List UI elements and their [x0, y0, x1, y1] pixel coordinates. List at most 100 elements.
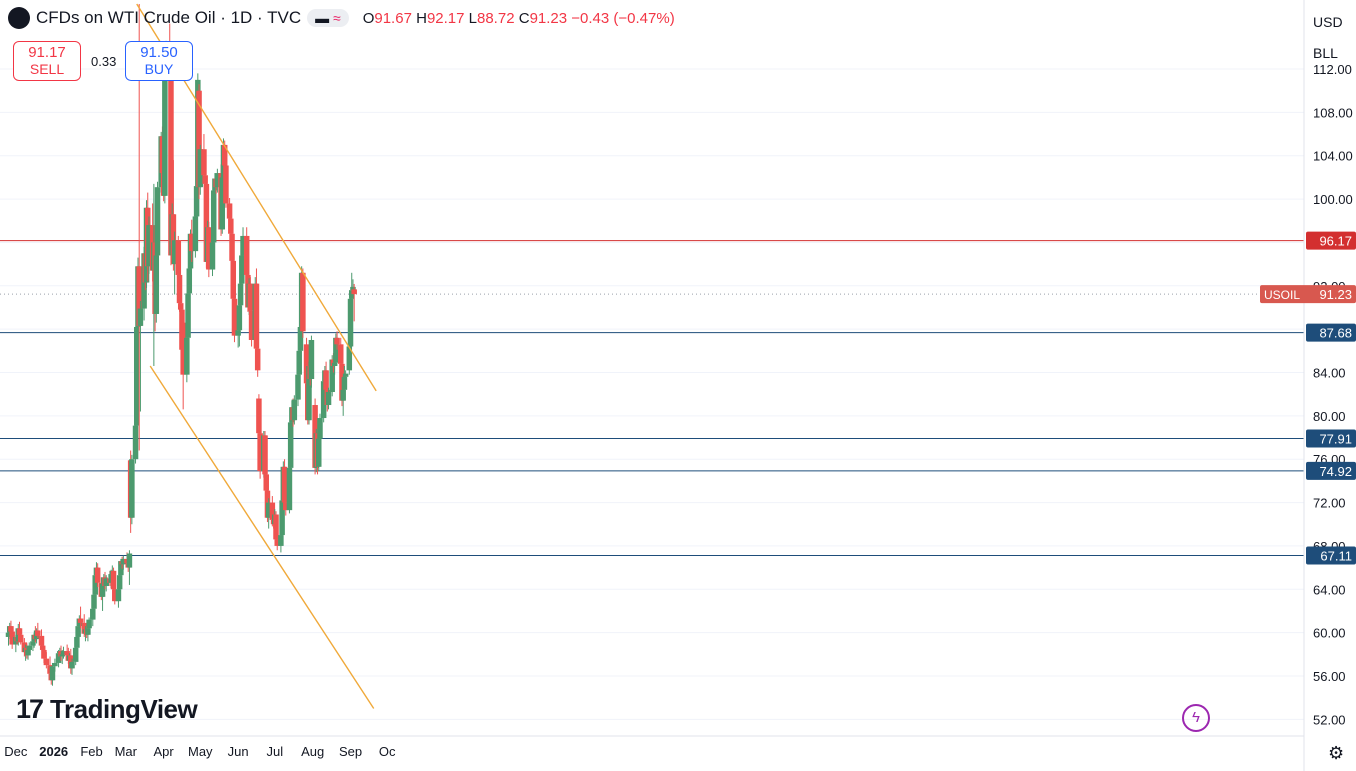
- spread-value: 0.33: [91, 54, 117, 69]
- candle-body: [120, 558, 127, 565]
- candle-body: [256, 398, 262, 434]
- candle-body: [25, 649, 31, 656]
- candle-body: [325, 392, 332, 406]
- chart-grid: [0, 68, 1304, 720]
- price-tick-label: 64.00: [1313, 582, 1346, 597]
- candle-body: [136, 266, 142, 326]
- time-axis[interactable]: Dec 2026 Feb Mar Apr May Jun Jul Aug Sep Oc: [4, 744, 396, 759]
- level-tag: [1306, 323, 1356, 342]
- candle-body: [329, 359, 335, 393]
- candle-body: [210, 190, 217, 243]
- flash-icon[interactable]: ϟ: [1182, 704, 1210, 732]
- candle-body: [297, 326, 304, 351]
- candle-body: [239, 255, 245, 284]
- time-tick-label: Mar: [115, 744, 138, 759]
- candle-body: [168, 76, 174, 256]
- candle-body: [287, 422, 294, 468]
- level-tag-label: 74.92: [1319, 464, 1352, 479]
- level-tag: [1306, 231, 1356, 250]
- price-tick-label: 60.00: [1313, 626, 1346, 641]
- candle-body: [196, 90, 202, 188]
- sell-button[interactable]: 91.17 SELL: [13, 41, 81, 81]
- candle-body: [254, 348, 261, 371]
- candle-body: [52, 662, 58, 667]
- trendline: [149, 365, 375, 709]
- candle-body: [230, 260, 237, 299]
- candle-body: [110, 570, 117, 590]
- gear-icon[interactable]: ⚙: [1328, 743, 1345, 763]
- candle-body: [247, 283, 254, 311]
- candles: [5, 4, 357, 686]
- candle-body: [263, 474, 269, 491]
- wave-icon[interactable]: ▬ ≈: [307, 9, 349, 27]
- candle-body: [257, 433, 263, 472]
- candle-body: [206, 227, 212, 270]
- horizontal-levels: [0, 240, 1304, 557]
- close-value: 91.23: [529, 9, 568, 27]
- candle-body: [351, 289, 357, 295]
- tradingview-logo[interactable]: 17 TradingView: [16, 694, 198, 725]
- candle-body: [184, 337, 190, 375]
- candle-body: [347, 298, 354, 347]
- price-tick-label: 108.00: [1313, 105, 1353, 120]
- candle-body: [306, 366, 312, 421]
- candle-body: [323, 370, 329, 390]
- symbol-tag: [1260, 285, 1356, 304]
- candle-body: [134, 326, 140, 426]
- candle-body: [273, 514, 279, 540]
- candle-body: [8, 626, 14, 632]
- candle-body: [300, 272, 306, 332]
- unit-button[interactable]: BLL: [1313, 45, 1338, 61]
- symbol-logo-icon[interactable]: [8, 7, 30, 29]
- candle-body: [350, 286, 356, 291]
- candle-body: [303, 344, 310, 384]
- candle-body: [286, 467, 293, 511]
- price-tick-label: 56.00: [1313, 669, 1346, 684]
- candle-body: [175, 240, 182, 275]
- candle-body: [202, 175, 208, 184]
- candle-body: [229, 233, 235, 261]
- time-tick-label: Dec: [4, 744, 28, 759]
- candle-body: [146, 225, 152, 267]
- candle-body: [308, 339, 315, 380]
- candle-body: [221, 144, 228, 166]
- level-tag-label: 67.11: [1320, 549, 1352, 564]
- candle-body: [59, 654, 65, 657]
- price-tick-label: 84.00: [1313, 366, 1346, 381]
- chart-header: CFDs on WTI Crude Oil · 1D · TVC ▬ ≈ O91…: [8, 7, 675, 29]
- buy-button[interactable]: 91.50 BUY: [125, 41, 193, 81]
- price-axis[interactable]: 52.0056.0060.0064.0068.0072.0076.0080.00…: [1313, 62, 1353, 727]
- candle-body: [21, 642, 28, 653]
- time-tick-label: Jun: [228, 744, 249, 759]
- candle-body: [348, 290, 355, 299]
- candle-body: [334, 337, 340, 345]
- candle-body: [337, 344, 344, 364]
- candle-body: [26, 645, 33, 650]
- candle-body: [132, 425, 139, 460]
- candle-body: [342, 373, 349, 377]
- candle-body: [77, 618, 84, 623]
- symbol-title[interactable]: CFDs on WTI Crude Oil · 1D · TVC: [36, 8, 302, 27]
- price-tick-label: 52.00: [1313, 712, 1346, 727]
- price-tags: 96.17 87.68 77.91 74.92 67.11 USOIL 91.23: [1260, 231, 1356, 565]
- candle-body: [265, 502, 272, 518]
- wave-glyph: ≈: [333, 10, 341, 26]
- candle-body: [81, 622, 87, 634]
- candle-body: [296, 350, 302, 375]
- candle-body: [236, 305, 243, 331]
- brand-name: TradingView: [50, 694, 198, 724]
- time-tick-label: Sep: [339, 744, 362, 759]
- candle-body: [153, 255, 160, 314]
- candle-body: [17, 634, 24, 643]
- time-tick-label: May: [188, 744, 213, 759]
- candle-body: [154, 187, 161, 256]
- candle-body: [331, 362, 338, 366]
- tradingview-logo-icon: 17: [16, 694, 44, 724]
- candle-body: [197, 149, 204, 188]
- buy-label: BUY: [144, 61, 174, 77]
- currency-button[interactable]: USD: [1313, 14, 1343, 30]
- candle-body: [162, 62, 168, 196]
- candle-body: [278, 535, 284, 546]
- candle-body: [291, 399, 298, 421]
